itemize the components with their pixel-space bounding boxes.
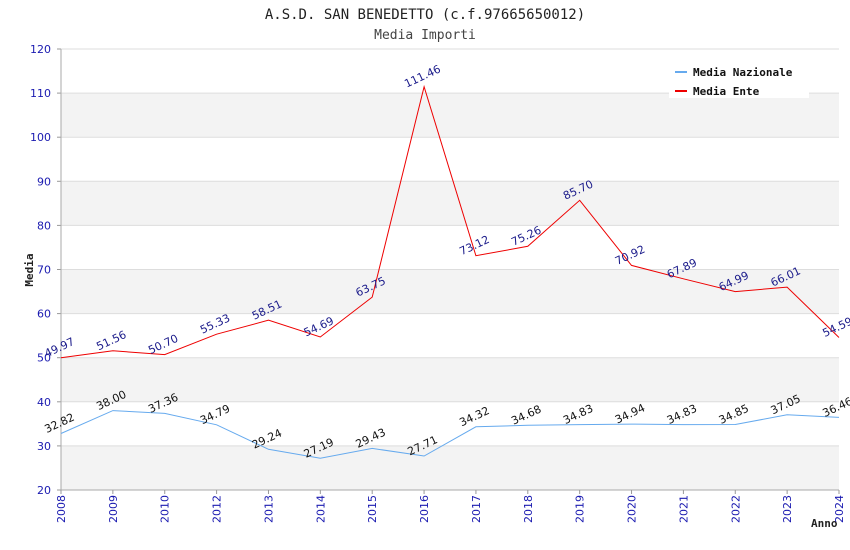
x-tick-label: 2022: [729, 495, 742, 523]
y-tick-label: 20: [37, 484, 51, 497]
plot-band: [61, 137, 839, 182]
x-tick-label: 2019: [574, 495, 587, 523]
series-line-media-ente: [60, 84, 840, 359]
x-axis-ticks: 2008 2009 2010 2012 2013 2014 2015 2016 2017 2018…: [55, 495, 846, 523]
y-tick-label: 120: [30, 43, 51, 56]
x-tick-label: 2015: [366, 495, 379, 523]
plot-band: [61, 225, 839, 270]
x-tick-label: 2023: [781, 495, 794, 523]
x-axis-label: Anno: [811, 517, 838, 530]
x-tick-label: 2012: [211, 495, 224, 523]
x-tick-label: 2008: [55, 495, 68, 523]
x-tick-label: 2009: [107, 495, 120, 523]
y-axis-label: Media: [23, 253, 36, 286]
legend-label-ente: Media Ente: [693, 85, 760, 98]
x-tick-label: 2014: [314, 495, 327, 523]
y-tick-label: 110: [30, 87, 51, 100]
y-tick-label: 80: [37, 219, 51, 232]
plot-band: [61, 357, 839, 402]
plot-background: [61, 49, 839, 490]
plot-band: [61, 269, 839, 314]
y-tick-label: 60: [37, 308, 51, 321]
series-lines: [60, 84, 840, 459]
y-tick-label: 90: [37, 175, 51, 188]
plot-band: [61, 313, 839, 358]
y-tick-label: 30: [37, 440, 51, 453]
x-tick-label: 2013: [262, 495, 275, 523]
y-tick-label: 40: [37, 396, 51, 409]
plot-band: [61, 445, 839, 490]
plot-band: [61, 181, 839, 226]
y-tick-label: 70: [37, 264, 51, 277]
y-axis-ticks: 20 30 40 50 60 70 80 90 100 110 120: [30, 43, 51, 497]
x-tick-label: 2020: [626, 495, 639, 523]
y-tick-label: 100: [30, 131, 51, 144]
plot-band: [61, 401, 839, 446]
x-tick-label: 2016: [418, 495, 431, 523]
series-line-media-nazionale: [60, 410, 840, 459]
legend: Media Nazionale Media Ente: [669, 60, 809, 98]
x-tick-label: 2024: [833, 495, 846, 523]
x-tick-label: 2017: [470, 495, 483, 523]
x-tick-label: 2021: [677, 495, 690, 523]
axes: [57, 48, 840, 494]
legend-box: [669, 60, 809, 98]
plot-band: [61, 93, 839, 138]
chart-subtitle: Media Importi: [374, 28, 476, 43]
chart-title: A.S.D. SAN BENEDETTO (c.f.97665650012): [265, 7, 585, 23]
legend-label-nazionale: Media Nazionale: [693, 66, 793, 79]
x-tick-label: 2010: [159, 495, 172, 523]
y-tick-label: 50: [37, 352, 51, 365]
x-tick-label: 2018: [522, 495, 535, 523]
